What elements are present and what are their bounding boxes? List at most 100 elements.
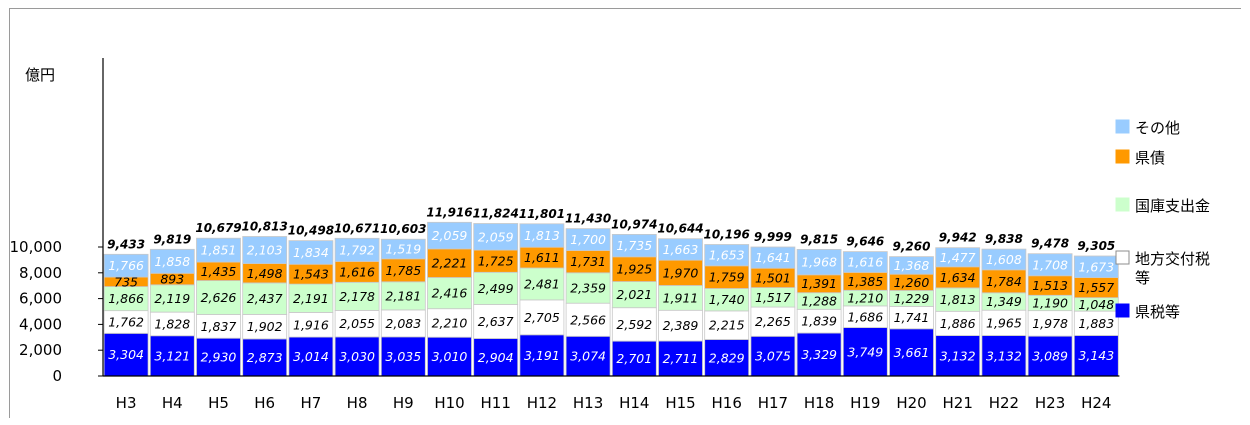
data-label: 2,359: [570, 281, 606, 296]
bar-segment: [796, 248, 842, 276]
x-tick-label: H13: [573, 394, 603, 412]
data-label: 1,978: [1032, 316, 1068, 331]
bar-segment: [889, 256, 934, 275]
total-label: 9,478: [1031, 237, 1069, 251]
data-label: 1,517: [755, 290, 791, 305]
x-tick-label: H20: [896, 394, 926, 412]
x-tick-label: H19: [850, 394, 880, 412]
data-label: 3,191: [524, 348, 560, 363]
legend-label: 国庫支出金: [1135, 197, 1210, 215]
total-labels-group: 9,433 9,819 10,679 10,813 10,498 10,671 10,603…: [107, 205, 1115, 253]
bar-segment: [611, 281, 657, 309]
bar-segment: [611, 256, 657, 282]
data-label: 1,368: [894, 258, 930, 273]
data-label: 1,288: [801, 294, 837, 309]
data-label: 1,916: [293, 317, 329, 332]
data-label: 1,766: [108, 258, 144, 273]
data-label: 2,083: [385, 316, 421, 331]
data-label: 1,731: [570, 254, 606, 269]
bar-segment: [981, 335, 1027, 377]
data-label: 1,190: [1032, 296, 1068, 311]
data-label: 2,059: [432, 228, 468, 243]
legend-swatch: [1115, 119, 1130, 134]
data-label: 1,886: [940, 316, 976, 331]
data-label: 1,210: [847, 291, 883, 306]
data-label: 2,711: [663, 351, 699, 366]
bar-segment: [1073, 310, 1119, 336]
legend-swatch: [1115, 303, 1130, 318]
data-label: 1,785: [385, 263, 421, 278]
data-label: 2,481: [524, 276, 560, 291]
data-label: 3,014: [293, 349, 329, 364]
data-label: 3,661: [894, 345, 930, 360]
total-label: 9,260: [893, 240, 931, 254]
x-tick-label: H14: [619, 394, 649, 412]
data-label: 1,686: [847, 309, 883, 324]
bar-segment: [1073, 255, 1119, 279]
data-label: 1,837: [201, 319, 237, 334]
bar-segment: [935, 247, 981, 268]
data-label: 3,329: [801, 347, 837, 362]
bar-segment: [611, 307, 657, 342]
data-label: 2,221: [432, 256, 468, 271]
bar-segment: [380, 309, 426, 338]
data-label: 2,592: [616, 317, 652, 332]
x-tick-label: H18: [804, 394, 834, 412]
bar-segment: [519, 299, 565, 336]
bar-segment: [473, 223, 519, 251]
x-tick-label: H22: [989, 394, 1019, 412]
data-label: 1,902: [247, 319, 283, 334]
data-label: 1,735: [616, 238, 652, 253]
data-label: 2,210: [432, 315, 468, 330]
data-label: 2,055: [339, 316, 375, 331]
data-label: 1,828: [154, 316, 190, 331]
data-label: 3,304: [108, 347, 144, 362]
bar-segment: [288, 283, 334, 313]
bar-segment: [334, 281, 380, 311]
data-label: 1,762: [108, 315, 144, 330]
bar-segment: [889, 328, 934, 377]
data-label: 1,543: [293, 267, 329, 282]
bar-segment: [196, 237, 241, 263]
total-label: 9,999: [754, 230, 792, 244]
bar-segment: [611, 233, 657, 258]
x-tick-label: H16: [712, 394, 742, 412]
data-label: 3,121: [154, 348, 190, 363]
total-label: 9,305: [1077, 239, 1115, 253]
bar-segment: [565, 228, 611, 251]
x-tick-label: H17: [758, 394, 788, 412]
x-tick-label: H15: [665, 394, 695, 412]
data-label: 1,501: [755, 270, 791, 285]
bar-segment: [981, 248, 1027, 271]
x-tick-label: H4: [162, 394, 183, 412]
data-label: 2,437: [247, 291, 283, 306]
data-label: 1,385: [847, 274, 883, 289]
data-label: 2,701: [616, 351, 652, 366]
total-label: 9,815: [800, 232, 838, 246]
bar-segment: [658, 309, 703, 342]
bars-group: [103, 221, 1119, 377]
data-label: 3,075: [755, 349, 791, 364]
data-label: 3,074: [570, 349, 606, 364]
data-label: 1,839: [801, 314, 837, 329]
x-tick-label: H5: [208, 394, 229, 412]
bar-segment: [149, 284, 195, 313]
bar-segment: [473, 338, 519, 377]
x-tick-label: H23: [1035, 394, 1065, 412]
data-label: 893: [160, 272, 184, 287]
data-label: 1,608: [986, 252, 1022, 267]
data-label: 2,416: [432, 286, 468, 301]
data-label: 1,616: [339, 264, 375, 279]
data-label: 3,089: [1032, 349, 1068, 364]
x-tick-label: H6: [254, 394, 275, 412]
data-label: 1,634: [940, 270, 976, 285]
bar-segment: [704, 244, 750, 267]
data-label: 1,725: [478, 254, 514, 269]
total-label: 10,498: [288, 224, 334, 238]
bar-segment: [704, 339, 750, 377]
y-tick-label: 6,000: [19, 290, 62, 308]
y-tick-label: 8,000: [19, 264, 62, 282]
x-tick-label: H11: [481, 394, 511, 412]
